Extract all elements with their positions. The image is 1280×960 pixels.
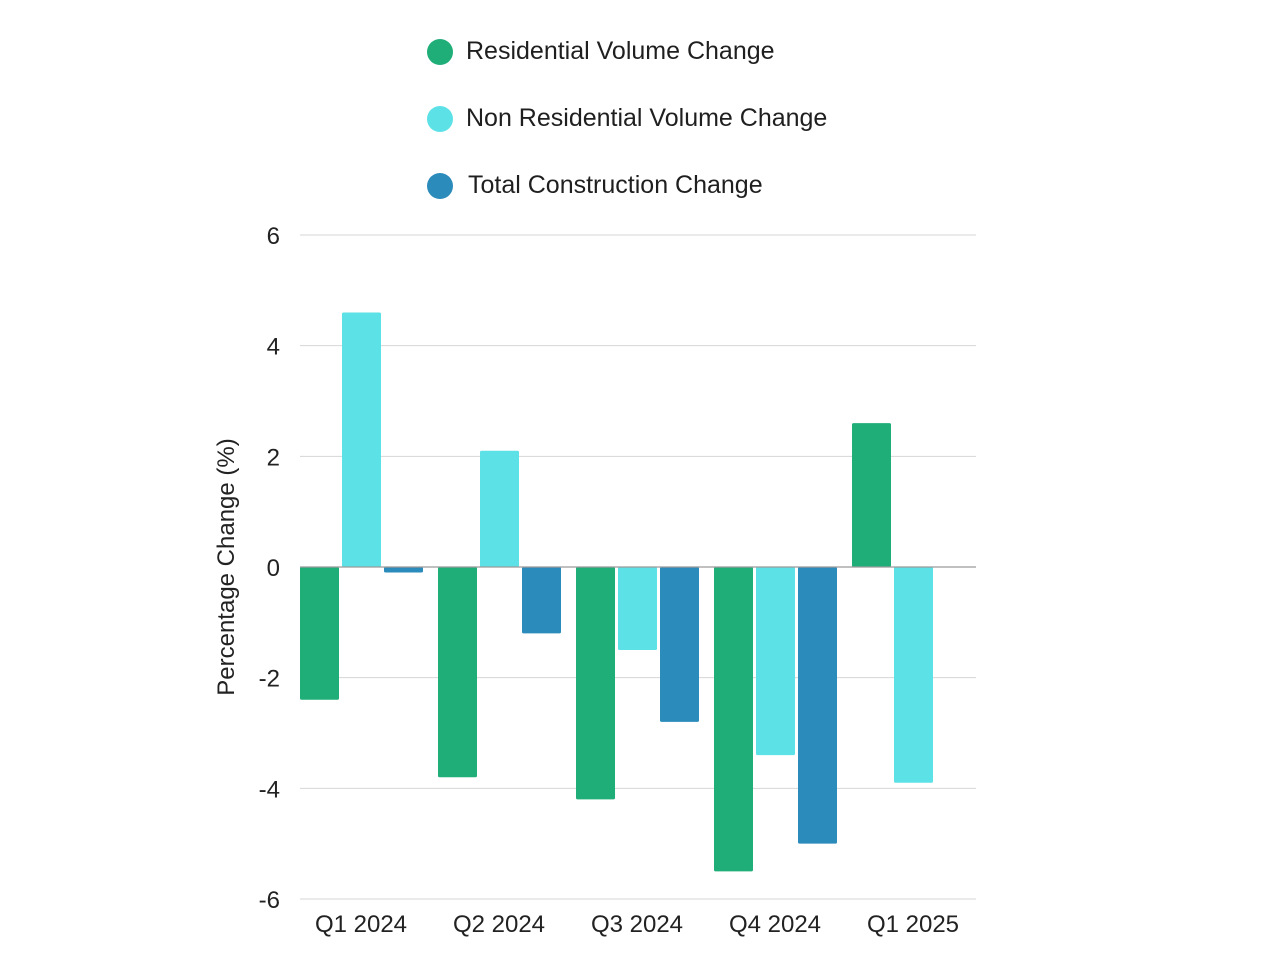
bars bbox=[300, 312, 933, 872]
legend-swatch-non-residential bbox=[427, 106, 453, 132]
y-tick-label: -2 bbox=[259, 666, 280, 693]
y-tick-label: 2 bbox=[267, 444, 280, 471]
x-tick-label: Q4 2024 bbox=[729, 911, 821, 938]
bar-q1-2024-series-2 bbox=[384, 567, 423, 573]
bar-q2-2024-series-1 bbox=[480, 450, 519, 567]
legend-item-non-residential: Non Residential Volume Change bbox=[427, 104, 827, 132]
y-tick-label: -6 bbox=[259, 887, 280, 914]
bar-q2-2024-series-0 bbox=[438, 567, 477, 778]
y-axis-ticks: 6 4 2 0 -2 -4 -6 bbox=[259, 223, 280, 914]
bar-q1-2024-series-0 bbox=[300, 567, 339, 700]
bar-q4-2024-series-0 bbox=[714, 567, 753, 872]
x-tick-label: Q1 2024 bbox=[315, 911, 407, 938]
legend-item-total: Total Construction Change bbox=[427, 171, 763, 199]
legend-item-residential: Residential Volume Change bbox=[427, 37, 775, 65]
x-tick-label: Q1 2025 bbox=[867, 911, 959, 938]
bar-q2-2024-series-2 bbox=[522, 567, 561, 634]
gridlines bbox=[300, 234, 976, 900]
bar-q3-2024-series-0 bbox=[576, 567, 615, 800]
bar-q4-2024-series-2 bbox=[798, 567, 837, 844]
y-tick-label: 6 bbox=[267, 223, 280, 250]
legend: Residential Volume Change Non Residentia… bbox=[427, 37, 827, 199]
bar-q1-2025-series-0 bbox=[852, 423, 891, 567]
bar-q4-2024-series-1 bbox=[756, 567, 795, 756]
y-tick-label: 4 bbox=[267, 334, 280, 361]
bar-q1-2024-series-1 bbox=[342, 312, 381, 567]
bar-q3-2024-series-1 bbox=[618, 567, 657, 650]
bar-q1-2025-series-1 bbox=[894, 567, 933, 783]
y-tick-label: 0 bbox=[267, 555, 280, 582]
y-axis-title: Percentage Change (%) bbox=[213, 438, 240, 695]
legend-label-non-residential: Non Residential Volume Change bbox=[466, 104, 827, 132]
x-tick-label: Q3 2024 bbox=[591, 911, 683, 938]
legend-swatch-residential bbox=[427, 39, 453, 65]
bar-q3-2024-series-2 bbox=[660, 567, 699, 722]
legend-swatch-total bbox=[427, 173, 453, 199]
y-tick-label: -4 bbox=[259, 776, 280, 803]
legend-label-total: Total Construction Change bbox=[468, 171, 763, 199]
x-axis-ticks: Q1 2024 Q2 2024 Q3 2024 Q4 2024 Q1 2025 bbox=[315, 911, 959, 938]
x-tick-label: Q2 2024 bbox=[453, 911, 545, 938]
legend-label-residential: Residential Volume Change bbox=[466, 37, 775, 65]
